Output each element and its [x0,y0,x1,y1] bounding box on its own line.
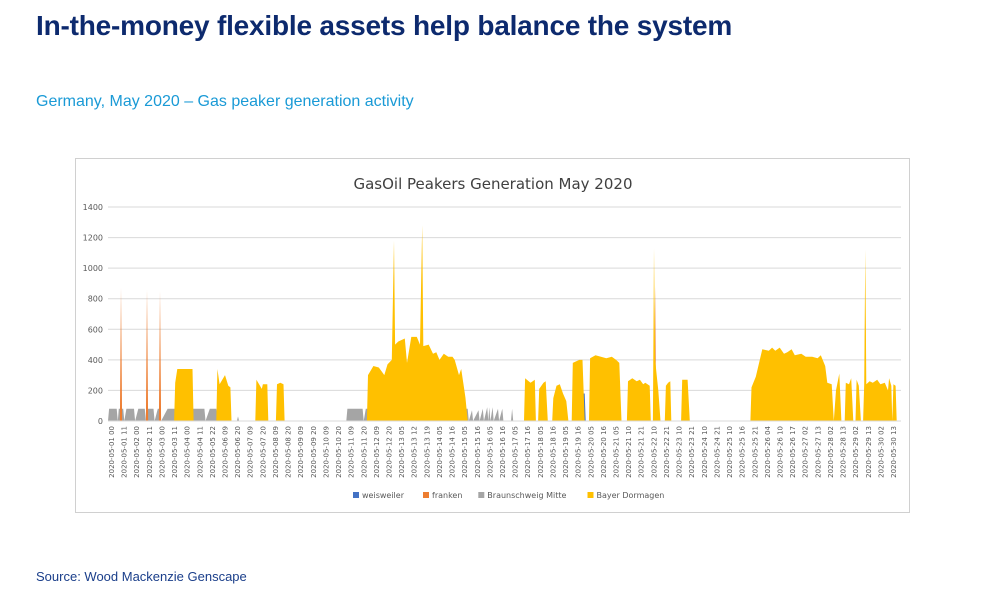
x-tick-label: 2020-05-25 16 [739,425,747,477]
x-tick-label: 2020-05-06 20 [234,426,242,478]
legend-label: Bayer Dormagen [597,491,665,500]
x-tick-label: 2020-05-18 05 [537,426,545,478]
x-tick-label: 2020-05-09 20 [310,426,318,478]
x-tick-label: 2020-05-18 16 [550,425,558,477]
x-tick-label: 2020-05-10 20 [335,426,343,478]
x-tick-label: 2020-05-30 13 [890,426,898,478]
x-tick-label: 2020-05-21 21 [638,426,646,478]
x-tick-label: 2020-05-07 09 [247,426,255,478]
x-tick-label: 2020-05-02 00 [133,426,141,478]
x-tick-label: 2020-05-15 05 [461,426,469,478]
x-tick-label: 2020-05-17 16 [524,425,532,477]
x-tick-label: 2020-05-02 11 [146,426,154,478]
series-area-bayer-dormagen [108,225,901,421]
x-tick-label: 2020-05-04 00 [184,426,192,478]
x-tick-label: 2020-05-26 17 [789,426,797,478]
gas-peaker-chart: GasOil Peakers Generation May 2020 0 200 4… [83,175,901,500]
x-tick-label: 2020-05-22 10 [650,426,658,478]
x-tick-label: 2020-05-21 10 [625,426,633,478]
x-tick-label: 2020-05-29 02 [852,426,860,478]
legend-swatch [423,492,429,498]
x-tick-label: 2020-05-13 19 [423,426,431,478]
grid-layer [108,206,901,422]
x-tick-label: 2020-05-06 09 [222,426,230,478]
x-tick-label: 2020-05-07 20 [259,426,267,478]
legend-label: Braunschweig Mitte [487,491,566,500]
y-tick-label: 1200 [83,234,103,243]
y-tick-label: 200 [88,386,103,395]
legend-swatch [587,492,594,498]
axis-layer: 0 200 400 600 800 1000 1200 1400 2020-05-01 00 20… [83,203,901,478]
x-tick-label: 2020-05-23 21 [688,426,696,478]
x-tick-label: 2020-05-26 10 [777,426,785,478]
x-tick-label: 2020-05-11 20 [360,426,368,478]
x-tick-label: 2020-05-05 22 [209,426,217,478]
x-tick-label: 2020-05-03 00 [159,426,167,478]
legend-swatch [353,492,359,498]
x-tick-label: 2020-05-16 05 [486,426,494,478]
x-tick-label: 2020-05-13 05 [398,426,406,478]
legend: weisweiler franken Braunschweig Mitte Bayer… [353,491,664,500]
x-tick-label: 2020-05-08 20 [285,426,293,478]
x-tick-label: 2020-05-22 21 [663,426,671,478]
source-note: Source: Wood Mackenzie Genscape [36,569,247,584]
y-tick-label: 0 [98,417,103,426]
x-tick-label: 2020-05-26 04 [764,425,772,477]
headline: In-the-money flexible assets help balanc… [36,10,733,41]
legend-swatch [478,492,485,498]
x-tick-label: 2020-05-04 11 [196,426,204,478]
x-tick-label: 2020-05-25 21 [751,426,759,478]
x-tick-label: 2020-05-17 05 [512,426,520,478]
x-tick-label: 2020-05-28 13 [840,426,848,478]
x-tick-label: 2020-05-12 20 [386,426,394,478]
x-tick-label: 2020-05-13 12 [411,426,419,478]
x-tick-label: 2020-05-30 02 [877,426,885,478]
x-tick-label: 2020-05-28 02 [827,426,835,478]
legend-label: weisweiler [362,491,405,500]
x-tick-label: 2020-05-29 13 [865,426,873,478]
x-tick-label: 2020-05-14 16 [449,425,457,477]
x-tick-label: 2020-05-08 09 [272,426,280,478]
x-tick-label: 2020-05-16 16 [499,425,507,477]
x-tick-label: 2020-05-20 05 [587,426,595,478]
x-tick-label: 2020-05-23 10 [676,426,684,478]
x-tick-label: 2020-05-01 11 [121,426,129,478]
x-tick-label: 2020-05-27 02 [802,426,810,478]
area-layer [108,225,901,421]
x-tick-label: 2020-05-27 13 [814,426,822,478]
y-tick-label: 800 [88,295,103,304]
x-tick-label: 2020-05-19 05 [562,426,570,478]
x-tick-label: 2020-05-15 16 [474,425,482,477]
chart-title: GasOil Peakers Generation May 2020 [353,175,632,193]
x-tick-label: 2020-05-21 05 [613,426,621,478]
legend-label: franken [432,491,462,500]
x-tick-label: 2020-05-14 05 [436,426,444,478]
subtitle: Germany, May 2020 – Gas peaker generatio… [36,93,414,110]
x-tick-label: 2020-05-12 09 [373,426,381,478]
x-tick-label: 2020-05-19 16 [575,425,583,477]
y-tick-label: 1400 [83,203,103,212]
x-tick-label: 2020-05-11 09 [348,426,356,478]
x-tick-label: 2020-05-20 16 [600,425,608,477]
x-tick-label: 2020-05-09 09 [297,426,305,478]
x-tick-label: 2020-05-03 11 [171,426,179,478]
y-tick-label: 400 [88,356,103,365]
x-tick-label: 2020-05-10 09 [322,426,330,478]
x-tick-label: 2020-05-24 10 [701,426,709,478]
x-tick-label: 2020-05-24 21 [713,426,721,478]
y-tick-label: 600 [88,325,103,334]
y-tick-label: 1000 [83,264,103,273]
x-tick-label: 2020-05-01 00 [108,426,116,478]
x-tick-label: 2020-05-25 10 [726,426,734,478]
chart-frame: GasOil Peakers Generation May 2020 0 200 4… [75,158,910,513]
